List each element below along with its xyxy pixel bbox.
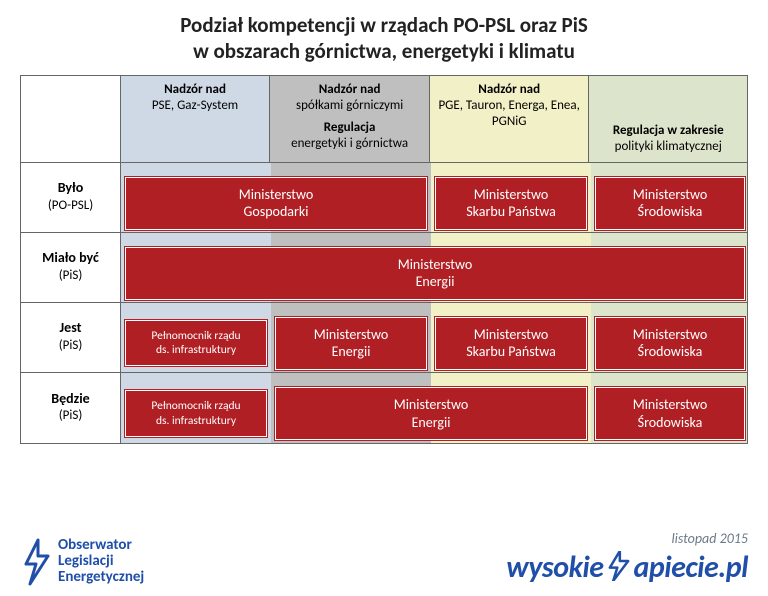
cell-0-1: MinisterstwoSkarbu Państwa bbox=[431, 169, 591, 238]
body-row-2: Jest(PiS)Pełnomocnik rząduds. infrastruk… bbox=[21, 303, 747, 373]
header-col-0: Nadzór nadPSE, Gaz-System bbox=[121, 76, 271, 162]
cell-3-2: MinisterstwoŚrodowiska bbox=[591, 379, 749, 449]
header-col-2: Nadzór nadPGE, Tauron, Energa, Enea, PGN… bbox=[430, 76, 590, 162]
ministry-box: MinisterstwoEnergii bbox=[275, 387, 587, 440]
title-line-2: w obszarach górnictwa, energetyki i klim… bbox=[193, 38, 575, 64]
row-cells-2: Pełnomocnik rząduds. infrastrukturyMinis… bbox=[121, 303, 747, 372]
ministry-box: MinisterstwoGospodarki bbox=[125, 177, 427, 230]
row-label-3: Będzie(PiS) bbox=[21, 373, 121, 443]
ministry-box: MinisterstwoSkarbu Państwa bbox=[435, 177, 587, 230]
cell-0-2: MinisterstwoŚrodowiska bbox=[591, 169, 749, 238]
body-row-1: Miało być(PiS)MinisterstwoEnergii bbox=[21, 233, 747, 303]
footer-right: listopad 2015 wysokie apiecie.pl bbox=[506, 530, 748, 586]
footer-date: listopad 2015 bbox=[506, 530, 748, 547]
row-label-1: Miało być(PiS) bbox=[21, 233, 121, 302]
row-label-2: Jest(PiS) bbox=[21, 303, 121, 372]
cell-2-0: Pełnomocnik rząduds. infrastruktury bbox=[121, 309, 271, 378]
body-row-3: Będzie(PiS)Pełnomocnik rząduds. infrastr… bbox=[21, 373, 747, 443]
ministry-box: MinisterstwoŚrodowiska bbox=[595, 317, 745, 370]
ministry-box: Pełnomocnik rząduds. infrastruktury bbox=[125, 320, 267, 367]
logo-wysokienapiecie: wysokie apiecie.pl bbox=[506, 549, 748, 586]
brand-pre: wysokie bbox=[506, 549, 603, 586]
cell-2-2: MinisterstwoSkarbu Państwa bbox=[431, 309, 591, 378]
logo-line-3: Energetycznej bbox=[58, 570, 144, 586]
row-cells-1: MinisterstwoEnergii bbox=[121, 233, 747, 302]
logo-obserwator: Obserwator Legislacji Energetycznej bbox=[20, 538, 144, 586]
header-col-1: Nadzór nadspółkami górniczymiRegulacjaen… bbox=[270, 76, 430, 162]
ministry-box: Pełnomocnik rząduds. infrastruktury bbox=[125, 390, 267, 437]
row-label-0: Było(PO-PSL) bbox=[21, 163, 121, 232]
row-cells-0: MinisterstwoGospodarkiMinisterstwoSkarbu… bbox=[121, 163, 747, 232]
footer: Obserwator Legislacji Energetycznej list… bbox=[20, 530, 748, 586]
cell-0-0: MinisterstwoGospodarki bbox=[121, 169, 431, 238]
ministry-box: MinisterstwoEnergii bbox=[275, 317, 427, 370]
brand-post: apiecie.pl bbox=[634, 549, 748, 586]
body-row-0: Było(PO-PSL)MinisterstwoGospodarkiMinist… bbox=[21, 163, 747, 233]
title-line-1: Podział kompetencji w rządach PO-PSL ora… bbox=[180, 12, 588, 38]
competence-table: Nadzór nadPSE, Gaz-SystemNadzór nadspółk… bbox=[20, 75, 748, 444]
row-cells-3: Pełnomocnik rząduds. infrastrukturyMinis… bbox=[121, 373, 747, 443]
page-title: Podział kompetencji w rządach PO-PSL ora… bbox=[20, 12, 748, 65]
header-row: Nadzór nadPSE, Gaz-SystemNadzór nadspółk… bbox=[21, 76, 747, 163]
ministry-box: MinisterstwoŚrodowiska bbox=[595, 387, 745, 440]
ministry-box: MinisterstwoEnergii bbox=[125, 247, 745, 300]
header-blank bbox=[21, 76, 121, 162]
cell-2-3: MinisterstwoŚrodowiska bbox=[591, 309, 749, 378]
ministry-box: MinisterstwoSkarbu Państwa bbox=[435, 317, 587, 370]
cell-3-0: Pełnomocnik rząduds. infrastruktury bbox=[121, 379, 271, 449]
cell-2-1: MinisterstwoEnergii bbox=[271, 309, 431, 378]
cell-1-0: MinisterstwoEnergii bbox=[121, 239, 749, 308]
cell-3-1: MinisterstwoEnergii bbox=[271, 379, 591, 449]
ministry-box: MinisterstwoŚrodowiska bbox=[595, 177, 745, 230]
header-col-3: Regulacja w zakresiepolityki klimatyczne… bbox=[589, 76, 747, 162]
